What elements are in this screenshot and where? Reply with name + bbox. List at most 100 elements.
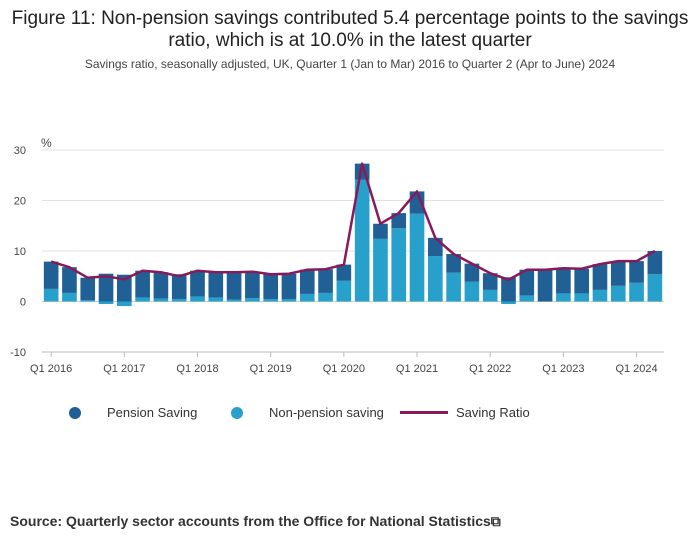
pension-bar <box>336 264 352 281</box>
pension-bar <box>556 268 571 294</box>
pension-bar <box>592 264 608 290</box>
pension-bar <box>501 277 516 302</box>
y-axis-label: % <box>41 136 52 150</box>
non-pension-bar <box>464 281 480 302</box>
y-tick-label: -10 <box>10 347 26 359</box>
non-pension-bar <box>610 285 626 302</box>
pension-bar <box>281 273 297 299</box>
pension-bar <box>537 269 553 302</box>
y-tick-label: 0 <box>20 297 26 309</box>
x-axis: Q1 2016 Q1 2017 Q1 2018 Q1 2019 Q1 2020 Q1 20… <box>30 351 664 375</box>
x-tick-label: Q1 2018 <box>176 363 218 375</box>
bars <box>43 163 663 307</box>
non-pension-bar <box>336 280 352 302</box>
legend-label-ratio: Saving Ratio <box>456 405 530 420</box>
chart-subtitle: Savings ratio, seasonally adjusted, UK, … <box>84 57 616 71</box>
y-axis-ticks: -10 0 10 20 30 <box>10 145 26 359</box>
legend-label-pension: Pension Saving <box>107 405 198 420</box>
non-pension-bar <box>556 293 571 302</box>
non-pension-bar <box>428 256 443 302</box>
non-pension-bar <box>629 282 644 302</box>
pension-bar <box>208 272 224 298</box>
pension-bar <box>647 251 663 275</box>
x-tick-label: Q1 2017 <box>103 363 145 375</box>
pension-bar <box>519 269 535 296</box>
non-pension-bar <box>153 298 169 302</box>
source-note: Source: Quarterly sector accounts from t… <box>10 513 501 529</box>
pension-bar <box>80 277 96 300</box>
pension-bar <box>428 237 443 257</box>
legend: Pension Saving Non-pension saving Saving… <box>0 405 700 427</box>
pension-bar <box>153 272 169 299</box>
pension-bar <box>318 269 333 293</box>
pension-bar <box>373 223 388 239</box>
pension-saving-swatch <box>69 406 81 419</box>
x-tick-label: Q1 2020 <box>323 363 365 375</box>
non-pension-bar <box>62 292 77 302</box>
non-pension-bar <box>208 297 224 302</box>
non-pension-bar <box>373 238 388 302</box>
pension-bar <box>446 254 461 273</box>
non-pension-bar <box>80 299 96 302</box>
non-pension-bar <box>299 293 315 302</box>
non-pension-bar <box>281 298 297 302</box>
pension-bar <box>263 274 278 299</box>
pension-bar <box>117 274 132 302</box>
non-pension-bar <box>501 301 516 305</box>
non-pension-saving-swatch <box>231 406 243 419</box>
pension-bar <box>98 273 114 302</box>
pension-bar <box>135 270 150 298</box>
non-pension-bar <box>117 301 132 307</box>
pension-bar <box>245 271 260 298</box>
x-tick-label: Q1 2023 <box>542 363 584 375</box>
saving-ratio-swatch <box>400 411 448 414</box>
legend-label-nonpension: Non-pension saving <box>269 405 384 420</box>
x-tick-label: Q1 2021 <box>396 363 438 375</box>
pension-bar <box>574 268 589 294</box>
legend-item-ratio: Saving Ratio <box>400 405 530 420</box>
non-pension-bar <box>98 301 114 305</box>
pension-bar <box>482 273 498 290</box>
pension-bar <box>226 272 242 300</box>
x-tick-label: Q1 2019 <box>250 363 292 375</box>
pension-bar <box>190 270 205 297</box>
non-pension-bar <box>574 293 589 302</box>
non-pension-bar <box>226 299 242 302</box>
y-tick-label: 10 <box>14 246 26 258</box>
non-pension-bar <box>171 298 187 302</box>
non-pension-bar <box>245 297 260 302</box>
pension-bar <box>299 269 315 294</box>
x-tick-label: Q1 2024 <box>615 363 657 375</box>
pension-bar <box>43 261 59 289</box>
non-pension-bar <box>592 289 608 302</box>
non-pension-bar <box>482 289 498 302</box>
pension-bar <box>629 261 644 283</box>
pension-bar <box>391 213 407 229</box>
chart-title: Figure 11: Non-pension savings contribut… <box>11 8 689 51</box>
legend-item-nonpension: Non-pension saving <box>231 405 384 420</box>
saving-ratio-line-group <box>50 162 656 282</box>
y-tick-label: 30 <box>14 145 26 157</box>
non-pension-bar <box>519 295 535 302</box>
non-pension-bar <box>391 228 407 302</box>
x-tick-label: Q1 2022 <box>469 363 511 375</box>
pension-bar <box>62 267 77 293</box>
non-pension-bar <box>446 272 461 302</box>
pension-bar <box>464 263 480 282</box>
saving-ratio-line <box>50 162 656 282</box>
pension-bar <box>171 274 187 299</box>
non-pension-bar <box>43 288 59 302</box>
non-pension-bar <box>354 179 370 302</box>
non-pension-bar <box>263 298 278 302</box>
x-tick-label: Q1 2016 <box>30 363 72 375</box>
non-pension-bar <box>409 213 425 302</box>
non-pension-bar <box>318 292 333 302</box>
grid-lines <box>42 149 664 353</box>
non-pension-bar <box>190 296 205 302</box>
legend-item-pension: Pension Saving <box>69 405 197 420</box>
pension-bar <box>610 261 626 286</box>
non-pension-bar <box>135 297 150 302</box>
y-tick-label: 20 <box>14 196 26 208</box>
non-pension-bar <box>647 274 663 302</box>
